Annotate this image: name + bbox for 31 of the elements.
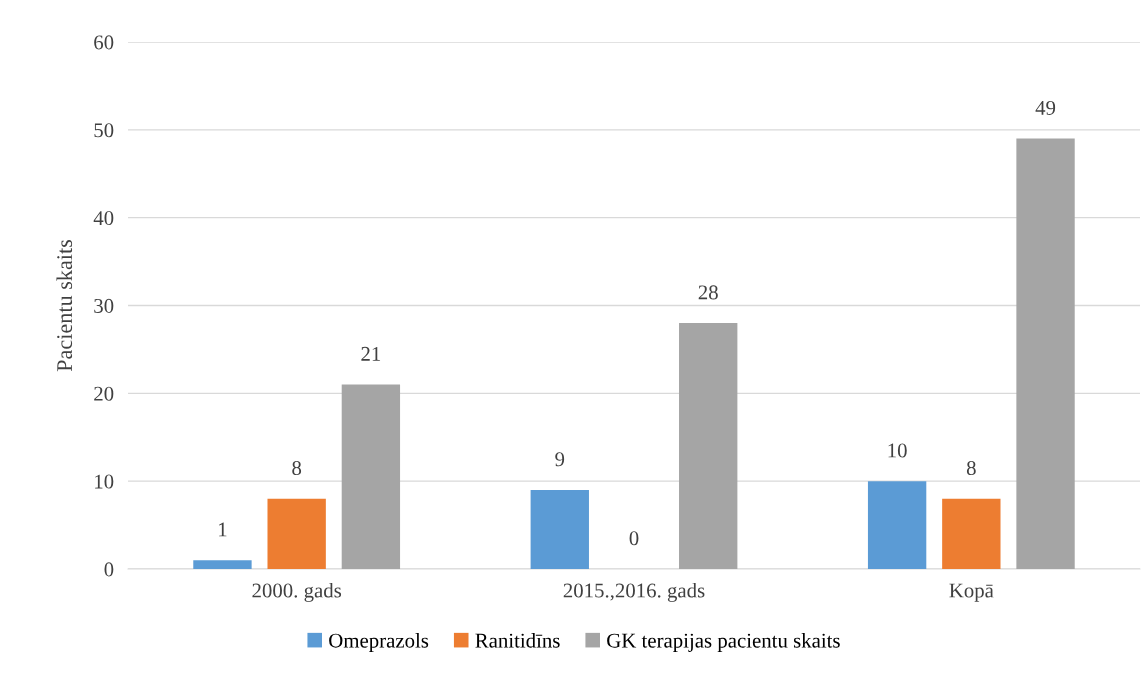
y-tick-label: 50 xyxy=(94,123,114,138)
bar xyxy=(867,481,927,569)
y-tick-label: 40 xyxy=(93,211,114,226)
legend-label: Omeprazols xyxy=(329,632,429,652)
bar xyxy=(193,560,252,569)
y-tick-label: 60 xyxy=(94,35,114,50)
bar xyxy=(530,489,589,569)
x-tick-label: 2000. gads xyxy=(252,582,342,602)
bar xyxy=(341,384,401,569)
data-label: 8 xyxy=(292,461,302,476)
legend-label: Ranitidīns xyxy=(475,632,560,648)
y-tick-label: 0 xyxy=(104,562,114,577)
data-label: 28 xyxy=(698,285,718,300)
data-label: 10 xyxy=(888,443,907,458)
x-tick-label: 2015.,2016. gads xyxy=(563,582,705,602)
data-label: 21 xyxy=(361,346,381,361)
data-label: 1 xyxy=(219,522,227,537)
bar xyxy=(942,498,1001,569)
y-tick-label: 20 xyxy=(94,386,114,401)
data-label: 8 xyxy=(966,461,976,476)
y-tick-label: 10 xyxy=(95,474,114,489)
x-tick-label: Kopā xyxy=(949,583,994,602)
legend-label: GK terapijas pacientu skaits xyxy=(607,632,840,652)
y-axis-title: Pacientu skaits xyxy=(56,239,73,372)
bar xyxy=(1016,138,1075,569)
bar xyxy=(267,498,326,569)
data-label: 9 xyxy=(555,452,565,467)
data-label: 0 xyxy=(629,531,639,546)
y-tick-label: 30 xyxy=(94,298,114,313)
data-label: 49 xyxy=(1035,100,1056,115)
bar xyxy=(679,323,738,569)
